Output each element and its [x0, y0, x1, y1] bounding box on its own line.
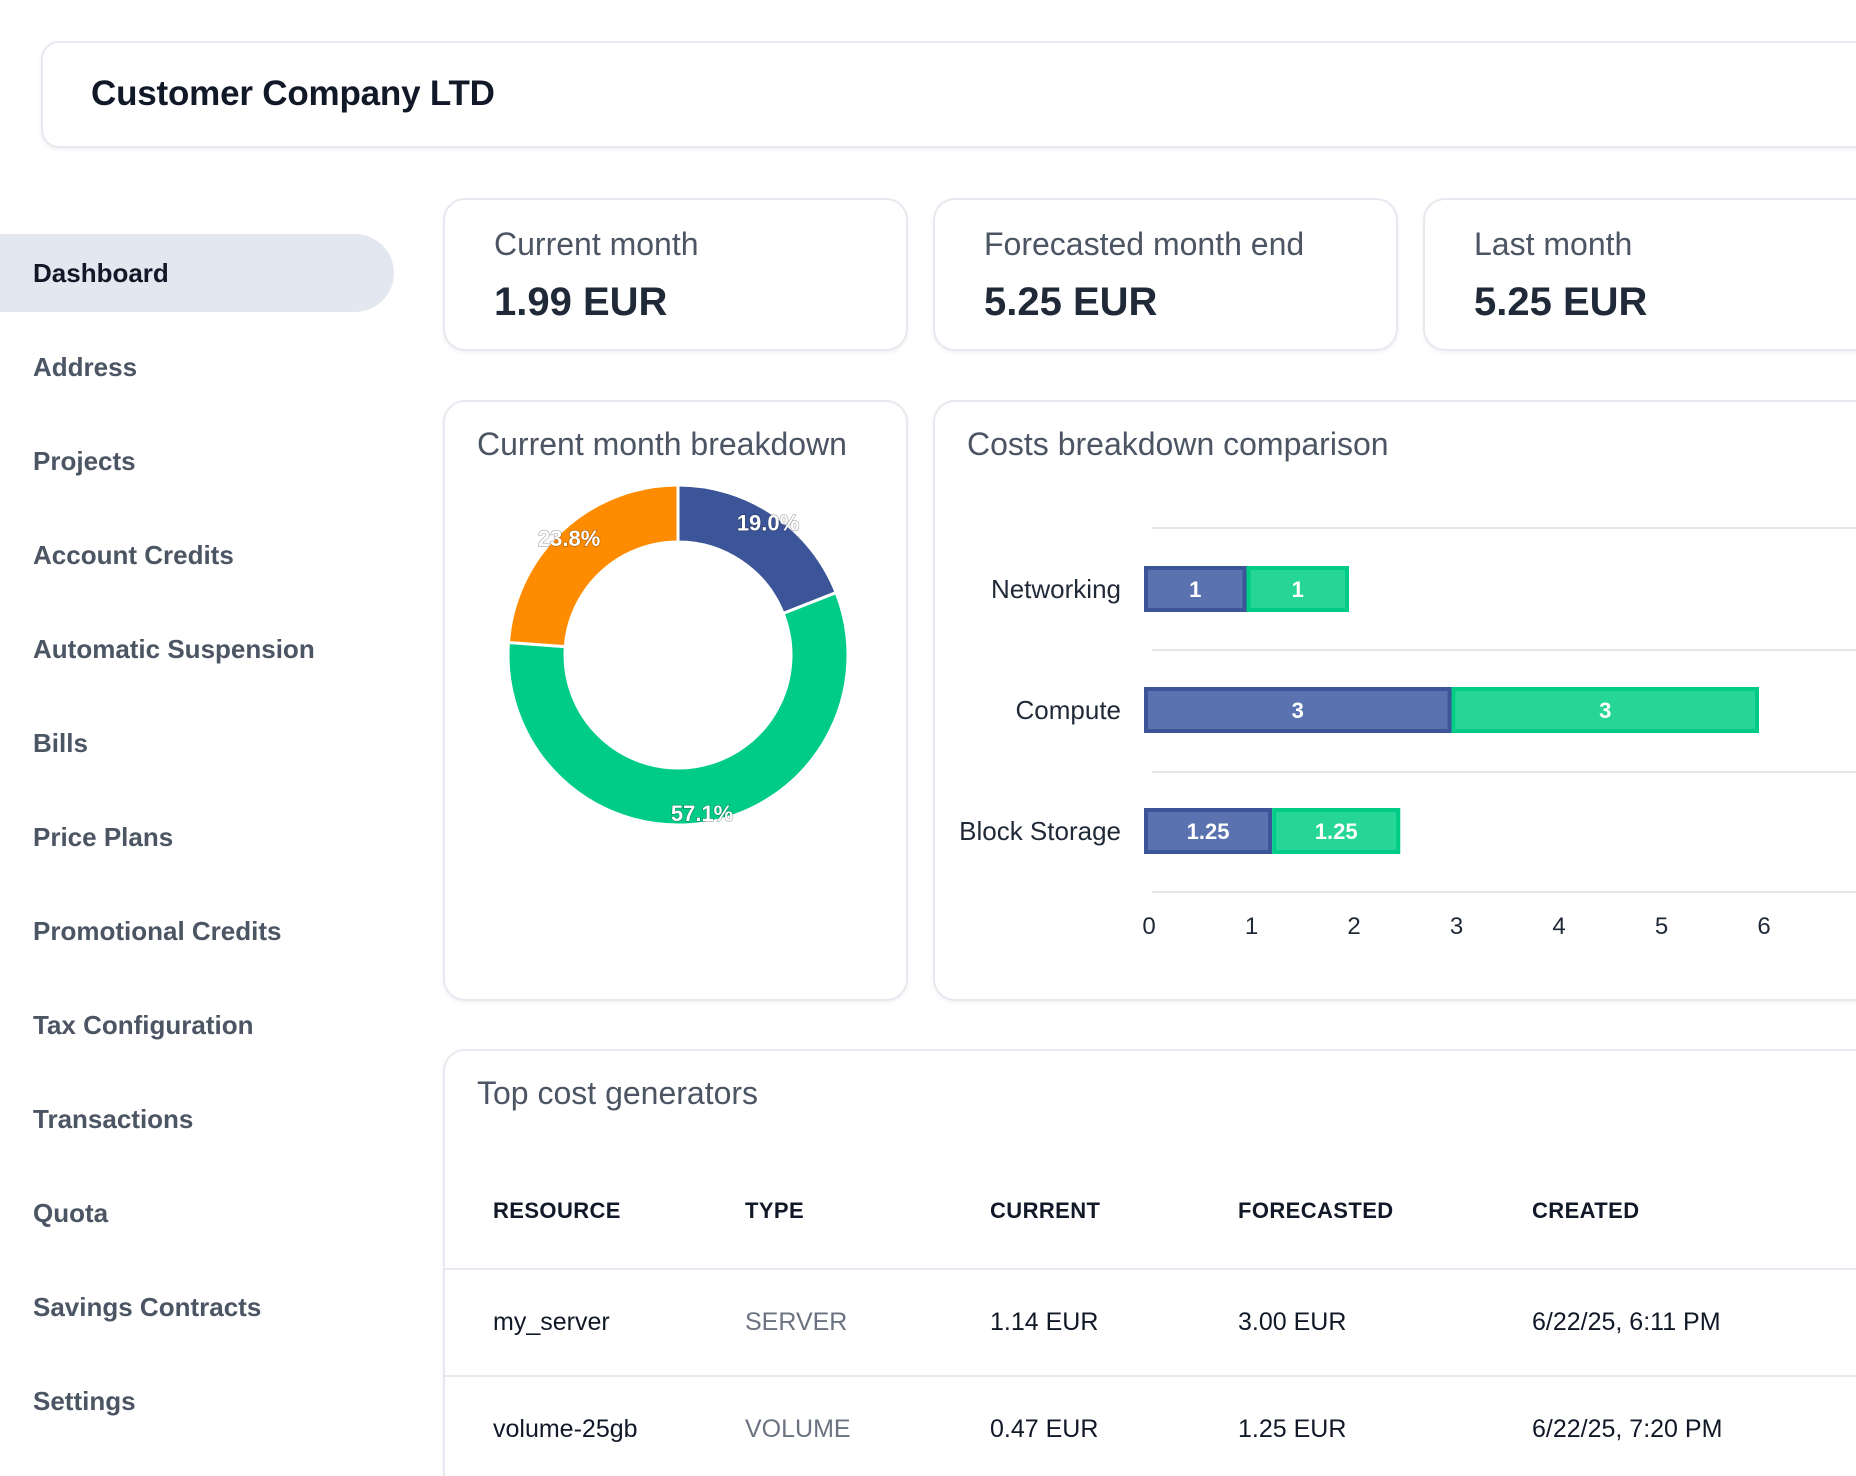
sidebar-item-bills[interactable]: Bills — [33, 727, 88, 758]
top-cost-table: RESOURCE TYPE CURRENT FORECASTED CREATED… — [445, 1153, 1856, 1476]
cell-forecasted: 3.00 EUR — [1238, 1269, 1532, 1377]
cell-type: SERVER — [745, 1269, 990, 1377]
cell-resource: volume-25gb — [445, 1376, 745, 1476]
sidebar-item-price-plans[interactable]: Price Plans — [33, 821, 174, 852]
cell-current: 1.14 EUR — [990, 1269, 1238, 1377]
sidebar-item-transactions[interactable]: Transactions — [33, 1103, 194, 1134]
sidebar-item-quota[interactable]: Quota — [33, 1197, 109, 1228]
kpi-value: 5.25 EUR — [1474, 280, 1648, 324]
cell-created: 6/22/25, 6:11 PM — [1532, 1269, 1856, 1377]
top-cost-generators-card: Top cost generators RESOURCE TYPE CURREN… — [443, 1049, 1856, 1476]
kpi-card-current-month: Current month 1.99 EUR — [443, 198, 908, 351]
bar-segment[interactable] — [1451, 687, 1759, 733]
card-title: Current month breakdown — [477, 426, 847, 462]
costs-breakdown-comparison-card: Costs breakdown comparison Networking 1 1 C… — [933, 400, 1856, 1001]
donut-slice-label: 23.8% — [538, 526, 600, 551]
sidebar-item-projects[interactable]: Projects — [33, 445, 136, 476]
sidebar-item-promotional-credits[interactable]: Promotional Credits — [33, 915, 282, 946]
cell-forecasted: 1.25 EUR — [1238, 1376, 1532, 1476]
column-header-type[interactable]: TYPE — [745, 1153, 990, 1270]
donut-slice-label: 19.0% — [737, 511, 799, 536]
column-header-forecasted[interactable]: FORECASTED — [1238, 1153, 1532, 1270]
cell-resource: my_server — [445, 1269, 745, 1377]
sidebar-nav: Dashboard Address Projects Account Credi… — [0, 234, 394, 1456]
donut-chart: 19.0% 57.1% 23.8% — [506, 483, 850, 827]
sidebar-item-dashboard[interactable]: Dashboard — [0, 234, 394, 312]
bar-value-label: 1.25 — [1315, 819, 1358, 844]
x-tick-label: 4 — [1552, 913, 1565, 940]
donut-slice[interactable] — [506, 590, 850, 827]
x-tick-label: 5 — [1655, 913, 1668, 940]
category-label: Block Storage — [959, 816, 1121, 846]
bar-segment[interactable] — [1144, 808, 1273, 854]
kpi-card-last-month: Last month 5.25 EUR — [1423, 198, 1856, 351]
sidebar-item-address[interactable]: Address — [33, 351, 138, 382]
table-row[interactable]: my_server SERVER 1.14 EUR 3.00 EUR 6/22/… — [445, 1269, 1856, 1377]
sidebar-item-settings[interactable]: Settings — [33, 1385, 136, 1416]
category-label: Compute — [1016, 695, 1122, 725]
x-tick-label: 6 — [1757, 913, 1770, 940]
donut-slice[interactable] — [676, 483, 839, 616]
cell-created: 6/22/25, 7:20 PM — [1532, 1376, 1856, 1476]
sidebar-item-savings-contracts[interactable]: Savings Contracts — [33, 1291, 262, 1322]
kpi-card-forecasted-month-end: Forecasted month end 5.25 EUR — [933, 198, 1398, 351]
x-tick-label: 2 — [1347, 913, 1360, 940]
bar-segment[interactable] — [1144, 687, 1452, 733]
cell-current: 0.47 EUR — [990, 1376, 1238, 1476]
bar-segment[interactable] — [1272, 808, 1401, 854]
table-header-row: RESOURCE TYPE CURRENT FORECASTED CREATED — [445, 1153, 1856, 1270]
current-month-breakdown-card: Current month breakdown 19.0% 57.1% 23.8% — [443, 400, 908, 1001]
column-header-resource[interactable]: RESOURCE — [445, 1153, 745, 1270]
kpi-label: Forecasted month end — [984, 226, 1305, 262]
x-tick-label: 3 — [1450, 913, 1463, 940]
card-title: Top cost generators — [477, 1075, 759, 1111]
company-name: Customer Company LTD — [91, 74, 495, 113]
column-header-current[interactable]: CURRENT — [990, 1153, 1238, 1270]
table-row[interactable]: volume-25gb VOLUME 0.47 EUR 1.25 EUR 6/2… — [445, 1376, 1856, 1476]
column-header-created[interactable]: CREATED — [1532, 1153, 1856, 1270]
bar-value-label: 1.25 — [1187, 819, 1230, 844]
category-label: Networking — [991, 574, 1121, 604]
kpi-label: Last month — [1474, 226, 1633, 262]
bar-value-label: 1 — [1292, 577, 1304, 602]
donut-slice[interactable] — [506, 483, 680, 649]
comparison-bar-chart: Networking 1 1 Compute 3 3 Block Storage 1.25 1.… — [959, 527, 1856, 940]
x-tick-label: 1 — [1245, 913, 1258, 940]
kpi-value: 1.99 EUR — [494, 280, 668, 324]
x-tick-label: 0 — [1142, 913, 1155, 940]
bar-segment[interactable] — [1144, 566, 1247, 612]
bar-value-label: 3 — [1292, 698, 1304, 723]
kpi-label: Current month — [494, 226, 699, 262]
bar-segment[interactable] — [1246, 566, 1349, 612]
sidebar-item-tax-configuration[interactable]: Tax Configuration — [33, 1009, 254, 1040]
card-title: Costs breakdown comparison — [967, 426, 1389, 462]
cell-type: VOLUME — [745, 1376, 990, 1476]
kpi-value: 5.25 EUR — [984, 280, 1158, 324]
bar-value-label: 1 — [1189, 577, 1201, 602]
donut-slice-label: 57.1% — [671, 801, 733, 826]
bar-value-label: 3 — [1599, 698, 1611, 723]
sidebar-item-account-credits[interactable]: Account Credits — [33, 539, 234, 570]
company-header: Customer Company LTD — [41, 41, 1856, 148]
sidebar-item-automatic-suspension[interactable]: Automatic Suspension — [33, 633, 315, 664]
